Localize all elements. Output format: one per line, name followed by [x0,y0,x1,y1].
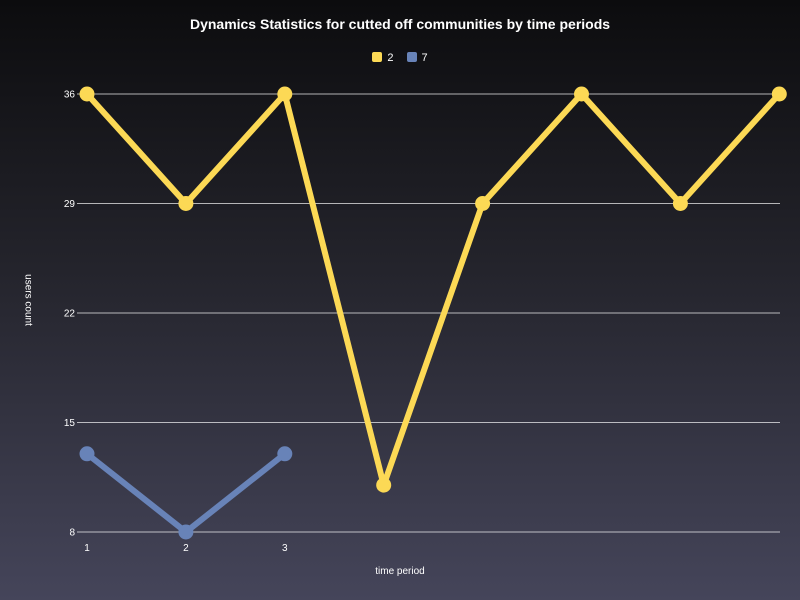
y-tick-label: 15 [64,418,76,429]
y-tick-label: 8 [69,528,75,539]
y-tick-label: 29 [64,199,76,210]
legend: 2 7 [0,52,800,64]
y-tick-label: 36 [64,90,76,101]
data-point-series-2 [277,446,293,462]
data-point-series-1 [178,196,194,211]
data-point-series-2 [79,446,95,462]
data-point-series-1 [771,86,787,102]
y-tick-label: 22 [64,309,76,320]
data-point-series-1 [376,477,392,493]
legend-swatch-series-2 [406,52,417,63]
x-tick-label: 2 [183,543,189,554]
series-line-1 [84,91,783,489]
x-axis-label: time period [375,566,425,577]
legend-label-series-2: 7 [421,52,428,65]
legend-item-series-2: 7 [406,52,428,65]
legend-item-series-1: 2 [372,52,393,64]
legend-label-series-1: 2 [387,52,394,65]
data-point-series-1 [277,86,293,102]
chart-title: Dynamics Statistics for cutted off commu… [189,16,611,32]
x-tick-label: 3 [282,543,288,554]
data-point-series-1 [79,86,95,102]
x-tick-label: 1 [84,543,90,554]
data-point-series-2 [178,524,194,540]
data-point-series-1 [672,196,688,211]
series-line-2 [84,450,288,535]
data-point-series-1 [574,86,589,102]
legend-swatch-series-1 [372,52,383,63]
data-point-series-1 [475,196,491,211]
